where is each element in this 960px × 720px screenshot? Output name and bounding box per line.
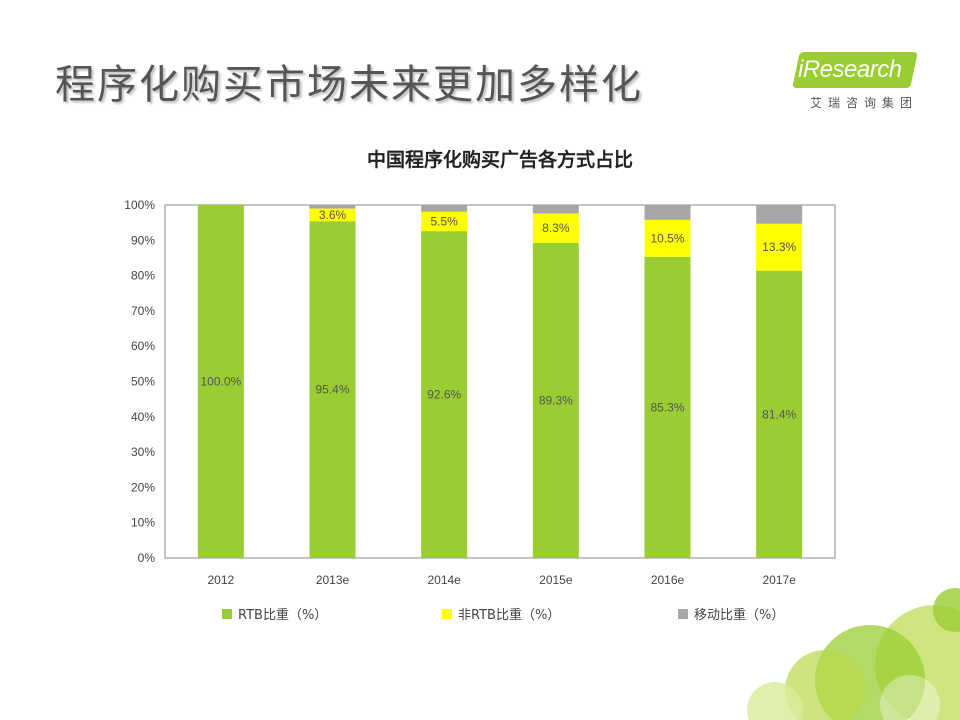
bar-segment — [532, 205, 579, 214]
x-tick-label: 2013e — [316, 573, 350, 587]
y-tick-label: 20% — [131, 480, 155, 494]
y-tick-label: 0% — [138, 551, 156, 565]
x-tick-label: 2012 — [207, 573, 234, 587]
data-label: 100.0% — [200, 375, 241, 389]
data-label: 8.3% — [542, 221, 570, 235]
y-tick-label: 10% — [131, 516, 155, 530]
chart-title: 中国程序化购买广告各方式占比 — [367, 148, 633, 171]
plot-area — [164, 204, 836, 559]
bar-segment — [756, 205, 803, 224]
decorative-circles — [747, 588, 960, 720]
x-tick-label: 2017e — [762, 573, 796, 587]
data-label: 95.4% — [315, 383, 349, 397]
bar-segment — [756, 270, 803, 558]
bar-segment — [644, 256, 691, 558]
bar-segment — [309, 221, 356, 558]
legend-swatch — [678, 609, 688, 619]
bar-segment — [309, 205, 356, 209]
legend-swatch — [442, 609, 452, 619]
bars: 100.0% 95.4% 3.6% 92.6% 5.5% 89.3% 8.3% 85.3% 10… — [197, 205, 803, 558]
data-label: 5.5% — [430, 214, 458, 228]
data-label: 10.5% — [650, 231, 684, 245]
bar-segment — [421, 211, 468, 232]
bar-segment — [309, 208, 356, 222]
y-tick-label: 100% — [124, 198, 155, 212]
y-tick-label: 90% — [131, 233, 155, 247]
bar-segment — [197, 205, 244, 558]
bar-segment — [644, 205, 691, 220]
data-label: 13.3% — [762, 240, 796, 254]
iresearch-logo: iResearch 艾瑞咨询集团 — [790, 50, 920, 110]
y-tick-label: 30% — [131, 445, 155, 459]
logo-subtitle: 艾瑞咨询集团 — [810, 96, 919, 110]
legend: RTB比重（%） 非RTB比重（%） 移动比重（%） — [222, 607, 784, 623]
logo-text: iResearch — [798, 56, 902, 83]
bar-segment — [756, 223, 803, 271]
legend-label: 非RTB比重（%） — [458, 607, 560, 623]
legend-label: 移动比重（%） — [694, 607, 784, 623]
x-tick-label: 2014e — [427, 573, 461, 587]
data-label: 3.6% — [319, 208, 347, 222]
data-label: 85.3% — [650, 400, 684, 414]
x-tick-label: 2016e — [651, 573, 685, 587]
y-axis: 0% 10% 20% 30% 40% 50% 60% 70% 80% 90% 100% — [124, 198, 155, 565]
legend-swatch — [222, 609, 232, 619]
bar-segment — [532, 242, 579, 558]
data-label: 89.3% — [539, 393, 573, 407]
data-label: 81.4% — [762, 407, 796, 421]
y-tick-label: 70% — [131, 304, 155, 318]
y-tick-label: 50% — [131, 375, 155, 389]
bar-segment — [532, 213, 579, 243]
y-tick-label: 80% — [131, 269, 155, 283]
legend-label: RTB比重（%） — [238, 607, 327, 623]
y-tick-label: 40% — [131, 410, 155, 424]
y-tick-label: 60% — [131, 339, 155, 353]
bar-segment — [644, 219, 691, 257]
x-axis: 2012 2013e 2014e 2015e 2016e 2017e — [207, 573, 796, 587]
bar-segment — [421, 205, 468, 212]
slide-title: 程序化购买市场未来更加多样化 — [55, 62, 643, 108]
bar-segment — [421, 231, 468, 558]
data-label: 92.6% — [427, 388, 461, 402]
x-tick-label: 2015e — [539, 573, 573, 587]
